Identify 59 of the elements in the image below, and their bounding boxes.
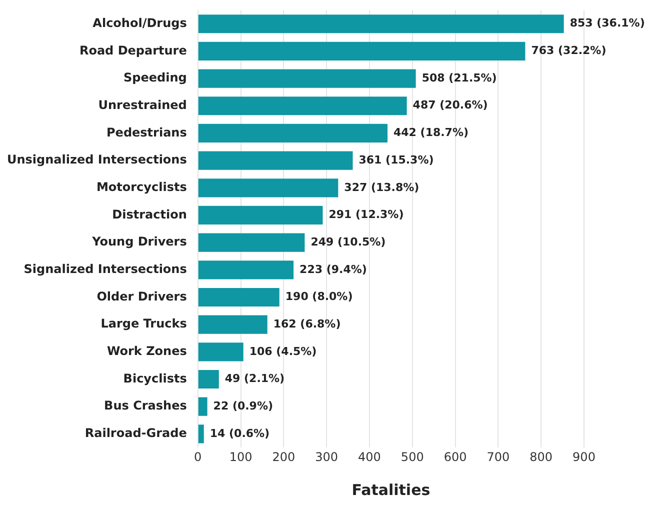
- data-label: 853 (36.1%): [570, 16, 645, 30]
- bar: [198, 370, 219, 389]
- bar: [198, 178, 338, 198]
- x-axis-title: Fatalities: [352, 480, 430, 499]
- bar: [198, 424, 204, 444]
- bar: [198, 206, 323, 225]
- data-label: 763 (32.2%): [531, 44, 606, 58]
- y-tick-label: Unsignalized Intersections: [6, 152, 187, 167]
- x-tick-label: 700: [486, 450, 510, 464]
- bar: [198, 397, 208, 416]
- y-tick-label: Older Drivers: [96, 289, 187, 304]
- data-label: 22 (0.9%): [213, 399, 274, 412]
- data-label: 162 (6.8%): [273, 317, 341, 330]
- x-tick-label: 300: [315, 450, 338, 464]
- y-tick-label: Pedestrians: [106, 125, 187, 140]
- bar: [198, 42, 526, 60]
- x-tick-label: 900: [572, 450, 596, 464]
- y-tick-label: Unrestrained: [98, 98, 187, 112]
- bar: [198, 124, 388, 143]
- y-tick-label: Railroad-Grade: [84, 426, 187, 440]
- y-tick-label: Bus Crashes: [104, 398, 187, 413]
- bar: [198, 342, 244, 362]
- data-label: 14 (0.6%): [210, 426, 270, 440]
- data-label: 361 (15.3%): [358, 153, 434, 166]
- bar: [198, 288, 280, 307]
- data-label: 190 (8.0%): [285, 290, 353, 304]
- data-label: 442 (18.7%): [394, 126, 469, 140]
- bar: [198, 151, 353, 170]
- y-tick-label: Signalized Intersections: [24, 262, 187, 276]
- bar: [198, 315, 268, 334]
- y-tick-label: Bicyclists: [123, 371, 187, 386]
- x-tick-label: 800: [530, 450, 553, 464]
- data-label: 508 (21.5%): [422, 71, 497, 84]
- y-tick-label: Alcohol/Drugs: [92, 16, 187, 30]
- y-tick-label: Motorcyclists: [96, 180, 187, 194]
- x-tick-label: 500: [400, 450, 424, 464]
- bar: [198, 260, 294, 280]
- data-label: 49 (2.1%): [224, 372, 285, 386]
- bar: [198, 96, 407, 116]
- y-tick-label: Speeding: [124, 70, 187, 85]
- y-tick-label: Large Trucks: [100, 316, 187, 331]
- data-label: 291 (12.3%): [328, 208, 404, 222]
- data-label: 223 (9.4%): [300, 262, 367, 276]
- y-tick-label: Work Zones: [106, 344, 187, 358]
- data-label: 106 (4.5%): [249, 344, 317, 358]
- x-tick-label: 200: [272, 450, 296, 464]
- bar: [198, 14, 564, 34]
- bar: [198, 233, 305, 252]
- y-tick-label: Distraction: [112, 207, 187, 222]
- y-tick-label: Young Drivers: [91, 234, 187, 249]
- x-tick-label: 600: [444, 450, 467, 464]
- data-label: 487 (20.6%): [412, 98, 488, 112]
- data-label: 327 (13.8%): [344, 180, 420, 194]
- x-tick-label: 0: [194, 450, 202, 464]
- y-tick-label: Road Departure: [79, 43, 187, 58]
- x-tick-label: 400: [358, 450, 381, 464]
- data-label: 249 (10.5%): [310, 235, 386, 248]
- x-tick-label: 100: [229, 450, 252, 464]
- bar: [198, 69, 416, 88]
